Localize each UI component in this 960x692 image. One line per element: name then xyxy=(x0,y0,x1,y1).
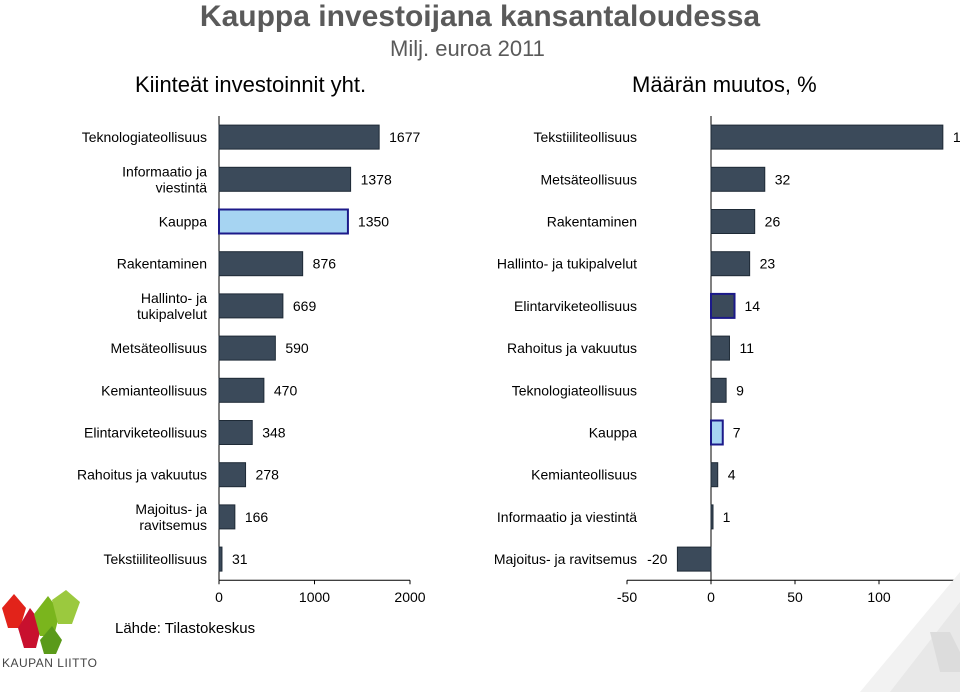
right-bar xyxy=(710,377,727,403)
left-tick-label: 0 xyxy=(215,589,223,605)
left-bar xyxy=(218,293,284,319)
chart-subtitle: Milj. euroa 2011 xyxy=(390,36,545,61)
left-data-label: 278 xyxy=(256,467,280,483)
left-data-label: 166 xyxy=(245,509,269,525)
right-category-label: Teknologiateollisuus xyxy=(512,382,637,398)
left-data-label: 1350 xyxy=(358,214,389,230)
left-data-label: 470 xyxy=(274,382,298,398)
left-data-label: 1378 xyxy=(361,171,392,187)
chart-title: Kauppa investoijana kansantaloudessa xyxy=(199,0,761,33)
kaupan-liitto-logo-icon xyxy=(2,590,80,654)
left-bar xyxy=(218,504,236,530)
left-category-label: Metsäteollisuus xyxy=(111,340,208,356)
corner-decoration-icon xyxy=(860,572,960,692)
right-data-label: 32 xyxy=(775,171,791,187)
right-category-label: Informaatio ja viestintä xyxy=(497,509,637,525)
right-category-label: Majoitus- ja ravitsemus xyxy=(494,551,637,567)
right-category-label: Rahoitus ja vakuutus xyxy=(507,340,637,356)
left-category-label: Elintarviketeollisuus xyxy=(84,425,207,441)
left-category-label: tukipalvelut xyxy=(137,306,207,322)
left-bar xyxy=(218,335,276,361)
left-bar xyxy=(218,208,349,235)
left-category-label: Teknologiateollisuus xyxy=(82,129,207,145)
left-data-label: 590 xyxy=(285,340,309,356)
left-category-label: Rahoitus ja vakuutus xyxy=(77,467,207,483)
right-tick-label: 0 xyxy=(707,589,715,605)
left-category-label: Kauppa xyxy=(159,214,207,230)
left-bar xyxy=(218,251,304,277)
right-data-label: 14 xyxy=(745,298,761,314)
left-tick-label: 1000 xyxy=(299,589,330,605)
right-bar xyxy=(710,124,944,150)
right-category-label: Tekstiiliteollisuus xyxy=(534,129,637,145)
left-category-label: ravitsemus xyxy=(139,517,207,533)
left-category-label: Informaatio ja xyxy=(122,163,207,179)
left-panel-title: Kiinteät investoinnit yht. xyxy=(135,72,367,97)
right-bar xyxy=(710,166,766,192)
logo-text: KAUPAN LIITTO xyxy=(2,656,98,670)
right-category-label: Elintarviketeollisuus xyxy=(514,298,637,314)
right-data-label: 26 xyxy=(765,214,781,230)
right-bar xyxy=(676,546,712,572)
right-panel-title: Määrän muutos, % xyxy=(632,72,817,97)
right-data-label: 11 xyxy=(739,340,754,356)
right-bar xyxy=(710,209,756,234)
right-tick-label: -50 xyxy=(617,589,637,605)
left-category-label: viestintä xyxy=(156,179,208,195)
right-tick-label: 100 xyxy=(867,589,891,605)
right-bar xyxy=(710,504,714,530)
right-category-label: Hallinto- ja tukipalvelut xyxy=(497,256,637,272)
right-data-label: 9 xyxy=(736,382,744,398)
right-data-label: 23 xyxy=(760,256,776,272)
right-category-label: Metsäteollisuus xyxy=(541,171,638,187)
left-bar xyxy=(218,377,265,403)
right-bar xyxy=(710,462,719,488)
left-category-label: Tekstiiliteollisuus xyxy=(104,551,207,567)
source-note: Lähde: Tilastokeskus xyxy=(115,620,256,637)
right-data-label: 1 xyxy=(723,509,731,525)
left-tick-label: 2000 xyxy=(394,589,425,605)
right-data-label: -20 xyxy=(647,551,667,567)
left-data-label: 31 xyxy=(232,551,248,567)
right-data-label: 7 xyxy=(733,425,741,441)
left-data-label: 1677 xyxy=(389,129,420,145)
right-category-label: Rakentaminen xyxy=(547,214,637,230)
left-data-label: 876 xyxy=(313,256,337,272)
left-category-label: Kemianteollisuus xyxy=(101,382,207,398)
right-bar xyxy=(710,292,736,319)
right-category-label: Kemianteollisuus xyxy=(531,467,637,483)
left-data-label: 348 xyxy=(262,425,286,441)
right-category-label: Kauppa xyxy=(589,425,637,441)
right-data-label: 4 xyxy=(728,467,736,483)
left-category-label: Hallinto- ja xyxy=(141,290,207,306)
left-bar xyxy=(218,546,223,572)
left-bar xyxy=(218,166,352,192)
right-bar xyxy=(710,335,730,361)
left-bar xyxy=(218,124,380,150)
right-data-label: 138 xyxy=(953,129,960,145)
right-tick-label: 50 xyxy=(787,589,803,605)
right-bar xyxy=(710,419,724,446)
left-category-label: Majoitus- ja xyxy=(135,501,207,517)
right-bar xyxy=(710,251,751,277)
left-data-label: 669 xyxy=(293,298,317,314)
left-bar xyxy=(218,420,253,445)
left-category-label: Rakentaminen xyxy=(117,256,207,272)
left-bar xyxy=(218,462,247,488)
